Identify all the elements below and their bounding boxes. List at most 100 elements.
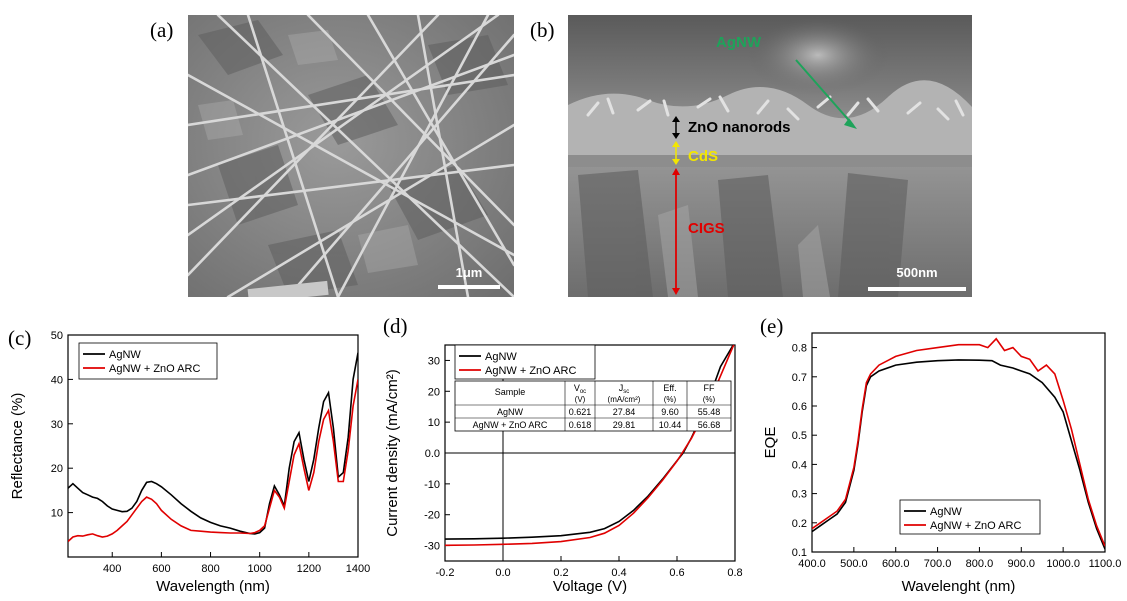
- y-tick-label: 50: [51, 330, 63, 342]
- agnw-arrow: [795, 59, 854, 126]
- x-tick-label: 0.0: [495, 567, 510, 579]
- legend-entry: AgNW + ZnO ARC: [930, 520, 1021, 532]
- x-axis-label: Voltage (V): [553, 578, 627, 595]
- panel-label-d: (d): [383, 314, 408, 338]
- legend-entry: AgNW: [485, 351, 517, 363]
- x-tick-label: 400: [103, 563, 121, 575]
- y-tick-label: -30: [424, 541, 440, 553]
- sem-image-top-view: 1μm: [188, 15, 514, 297]
- scale-bar-b-label: 500nm: [896, 265, 937, 280]
- jv-parameters-table: Sample Voc(V) Jsc(mA/cm²) Eff. (%) FF (%) AgNW 0…: [454, 380, 732, 432]
- y-tick-label: -10: [424, 479, 440, 491]
- scale-bar-a-label: 1μm: [456, 265, 483, 280]
- eqe-chart: 400.0 500.0 600.0 700.0 800.0 900.0 1000.0 1100…: [762, 332, 1122, 595]
- y-tick-label: 0.8: [792, 343, 807, 355]
- table-cell: 27.84: [613, 407, 636, 417]
- panel-label-c: (c): [8, 326, 32, 350]
- table-header-unit: (V): [575, 395, 586, 404]
- agnw-annotation: AgNW: [716, 34, 762, 51]
- table-header-unit: (%): [703, 395, 716, 404]
- table-header-symbol: FF: [704, 383, 715, 393]
- x-tick-label: 0.4: [611, 567, 626, 579]
- x-tick-label: 900.0: [1008, 558, 1036, 570]
- table-header-symbol: J: [619, 383, 624, 393]
- table-header-unit: (%): [664, 395, 677, 404]
- cds-annotation: CdS: [688, 148, 718, 165]
- y-tick-label: 0.6: [792, 401, 807, 413]
- reflectance-chart-axes: 400 600 800 1000 1200 1400 10 20 30 40 50 Wavelengt…: [9, 330, 370, 595]
- x-tick-label: 1400: [346, 563, 370, 575]
- y-tick-label: -20: [424, 510, 440, 522]
- x-tick-label: 800: [201, 563, 219, 575]
- y-tick-label: 0.1: [792, 547, 807, 559]
- x-tick-label: 0.8: [727, 567, 742, 579]
- jv-chart-legend: AgNW AgNW + ZnO ARC: [454, 344, 596, 380]
- legend-box: [454, 344, 596, 380]
- cross-section-illustration: AgNW ZnO nanorods CdS CIGS 500nm: [568, 15, 972, 297]
- reflectance-chart-series: [68, 352, 358, 543]
- table-header-subscript: sc: [623, 389, 629, 395]
- series-line-agnw: [68, 352, 358, 535]
- table-header: Voc: [574, 383, 586, 395]
- x-tick-label: -0.2: [436, 567, 455, 579]
- sem-image-cross-section: AgNW ZnO nanorods CdS CIGS 500nm: [568, 15, 972, 297]
- legend-entry: AgNW: [109, 349, 141, 361]
- x-tick-label: 1100.0: [1089, 558, 1122, 570]
- table-header: Eff.: [663, 383, 676, 393]
- x-tick-label: 1000.0: [1046, 558, 1080, 570]
- x-axis-label: Wavelength (nm): [156, 578, 270, 595]
- legend-box: [899, 499, 1041, 535]
- zno-annotation: ZnO nanorods: [688, 119, 791, 136]
- y-tick-label: 10: [428, 417, 440, 429]
- panel-label-e: (e): [760, 314, 784, 338]
- table-header: FF: [704, 383, 715, 393]
- legend-box: [78, 342, 218, 380]
- y-axis-label: EQE: [762, 427, 779, 459]
- x-tick-label: 500.0: [840, 558, 868, 570]
- table-header: Jsc: [619, 383, 630, 395]
- y-tick-label: 20: [428, 386, 440, 398]
- eqe-chart-series: [812, 337, 1105, 550]
- table-cell: AgNW: [497, 407, 524, 417]
- table-cell: AgNW + ZnO ARC: [473, 420, 548, 430]
- x-tick-label: 0.2: [553, 567, 568, 579]
- table-cell: 0.621: [569, 407, 592, 417]
- table-header-symbol: V: [574, 383, 580, 393]
- y-tick-label: 30: [51, 419, 63, 431]
- table-header-subscript: oc: [580, 389, 586, 395]
- y-tick-label: 10: [51, 508, 63, 520]
- y-tick-label: 0.7: [792, 372, 807, 384]
- table-cell: 55.48: [698, 407, 721, 417]
- series-line-agnw-zno-arc: [812, 337, 1105, 547]
- y-axis-label: Reflectance (%): [9, 393, 26, 500]
- x-tick-label: 400.0: [798, 558, 826, 570]
- x-axis-label: Wavelenght (nm): [902, 578, 1016, 595]
- x-tick-label: 1200: [297, 563, 321, 575]
- table-header-unit: (mA/cm²): [608, 395, 641, 404]
- y-tick-label: 0.0: [425, 448, 440, 460]
- y-tick-label: 0.3: [792, 489, 807, 501]
- table-cell: 29.81: [613, 420, 636, 430]
- table-cell: 9.60: [661, 407, 679, 417]
- reflectance-chart-legend: AgNW AgNW + ZnO ARC: [78, 342, 218, 380]
- nanowire-network-illustration: 1μm: [188, 15, 514, 297]
- legend-entry: AgNW: [930, 506, 962, 518]
- y-tick-label: 20: [51, 463, 63, 475]
- eqe-chart-axes: 400.0 500.0 600.0 700.0 800.0 900.0 1000.0 1100…: [762, 332, 1122, 595]
- y-tick-label: 0.2: [792, 518, 807, 530]
- table-cell: 10.44: [659, 420, 682, 430]
- jv-chart: -0.2 0.0 0.2 0.4 0.6 0.8 -30 -20 -10 0.0 10 20 30 Vol…: [384, 344, 743, 595]
- table-header-sample: Sample: [495, 387, 526, 397]
- x-tick-label: 800.0: [966, 558, 994, 570]
- legend-entry: AgNW + ZnO ARC: [109, 363, 200, 375]
- table-cell: 0.618: [569, 420, 592, 430]
- table-cell: 56.68: [698, 420, 721, 430]
- panel-label-b: (b): [530, 18, 555, 42]
- reflectance-chart: 400 600 800 1000 1200 1400 10 20 30 40 50 Wavelengt…: [9, 330, 370, 595]
- x-tick-label: 0.6: [669, 567, 684, 579]
- y-tick-label: 0.5: [792, 430, 807, 442]
- x-tick-label: 600: [152, 563, 170, 575]
- y-axis-label: Current density (mA/cm²): [384, 369, 401, 537]
- table-frame: [454, 380, 732, 432]
- legend-entry: AgNW + ZnO ARC: [485, 365, 576, 377]
